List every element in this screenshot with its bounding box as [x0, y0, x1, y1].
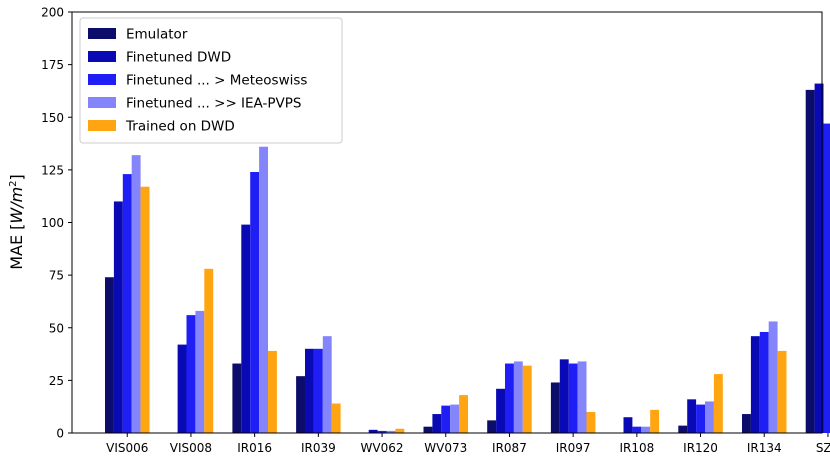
bar: [268, 350, 277, 433]
x-tick-label: IR097: [556, 441, 591, 455]
bar: [705, 401, 714, 433]
bar: [140, 186, 150, 433]
bar: [496, 388, 505, 433]
legend-label: Finetuned ... > Meteoswiss: [126, 73, 307, 89]
bar: [759, 331, 769, 433]
y-tick-label: 75: [49, 269, 64, 283]
bar: [432, 414, 442, 433]
bar: [750, 336, 760, 433]
x-axis: VIS006 VIS008 IR016 IR039 WV062 WV073 IR087 IR0…: [106, 433, 830, 455]
bar: [423, 426, 433, 433]
x-tick-label: WV073: [424, 441, 467, 455]
x-tick-label: IR016: [237, 441, 272, 455]
bar: [678, 425, 688, 433]
legend-swatch: [88, 51, 116, 62]
bar: [559, 359, 569, 433]
bar: [368, 429, 378, 433]
bar: [650, 409, 660, 433]
bar: [505, 363, 514, 433]
bar: [487, 420, 497, 433]
y-tick-label: 100: [41, 216, 64, 230]
bar: [305, 348, 314, 433]
bar: [742, 414, 751, 433]
bar: [122, 174, 132, 433]
x-tick-label: WV062: [361, 441, 404, 455]
bar: [450, 404, 460, 433]
bar: [586, 411, 596, 433]
bar: [713, 374, 723, 433]
bar: [696, 404, 705, 433]
bar: [204, 268, 214, 433]
bar: [259, 146, 268, 433]
bar: [814, 83, 824, 433]
bar: [377, 430, 387, 433]
bar: [241, 224, 251, 433]
legend-swatch: [88, 28, 116, 39]
x-tick-label: IR108: [619, 441, 654, 455]
bar: [296, 376, 305, 433]
bar: [441, 405, 451, 433]
bar: [232, 363, 242, 433]
bar: [195, 310, 205, 433]
bar: [513, 361, 523, 433]
bar: [386, 430, 396, 433]
legend-label: Trained on DWD: [125, 119, 235, 135]
x-tick-label: VIS006: [106, 441, 148, 455]
y-tick-label: 50: [49, 321, 64, 335]
y-tick-label: 0: [56, 427, 64, 441]
legend: Emulator Finetuned DWD Finetuned ... > Met…: [79, 17, 343, 144]
bar: [395, 428, 405, 433]
bar: [186, 315, 196, 433]
bar: [105, 277, 114, 433]
legend-label: Emulator: [126, 27, 188, 43]
legend-label: Finetuned ... >> IEA-PVPS: [126, 96, 301, 112]
bar: [113, 201, 123, 433]
bar: [522, 365, 532, 433]
legend-swatch: [88, 74, 116, 85]
legend-swatch: [88, 97, 116, 108]
bar: [805, 89, 815, 433]
y-tick-label: 25: [49, 374, 64, 388]
legend-label: Finetuned DWD: [126, 50, 231, 66]
bar: [131, 155, 141, 433]
x-tick-label: IR134: [747, 441, 782, 455]
legend-box: [79, 17, 343, 144]
x-tick-label: VIS008: [170, 441, 212, 455]
x-tick-label: IR120: [683, 441, 718, 455]
bar: [550, 382, 560, 433]
bar: [777, 350, 787, 433]
bar: [823, 123, 830, 433]
x-tick-label: IR087: [492, 441, 527, 455]
y-axis-title: MAE [W/m2]: [7, 174, 26, 270]
bar: [568, 363, 578, 433]
bar: [577, 361, 587, 433]
bar: [623, 417, 633, 433]
x-tick-label: SZA: [816, 441, 830, 455]
y-tick-label: 175: [41, 58, 64, 72]
bar: [313, 348, 323, 433]
bar: [331, 403, 341, 433]
x-tick-label: IR039: [301, 441, 336, 455]
bars-layer: [105, 83, 830, 434]
bar: [250, 171, 260, 434]
y-tick-label: 125: [41, 163, 64, 177]
bar: [768, 321, 778, 433]
bar: [687, 399, 697, 433]
legend-swatch: [88, 120, 116, 131]
y-tick-label: 200: [41, 6, 64, 20]
bar: [177, 344, 187, 433]
bar: [641, 426, 651, 433]
bar: [632, 426, 642, 433]
y-axis: 0 25 50 75 100 125 150 175 200: [41, 6, 72, 441]
y-tick-label: 150: [41, 111, 64, 125]
bar: [322, 336, 332, 433]
bar: [459, 395, 468, 433]
